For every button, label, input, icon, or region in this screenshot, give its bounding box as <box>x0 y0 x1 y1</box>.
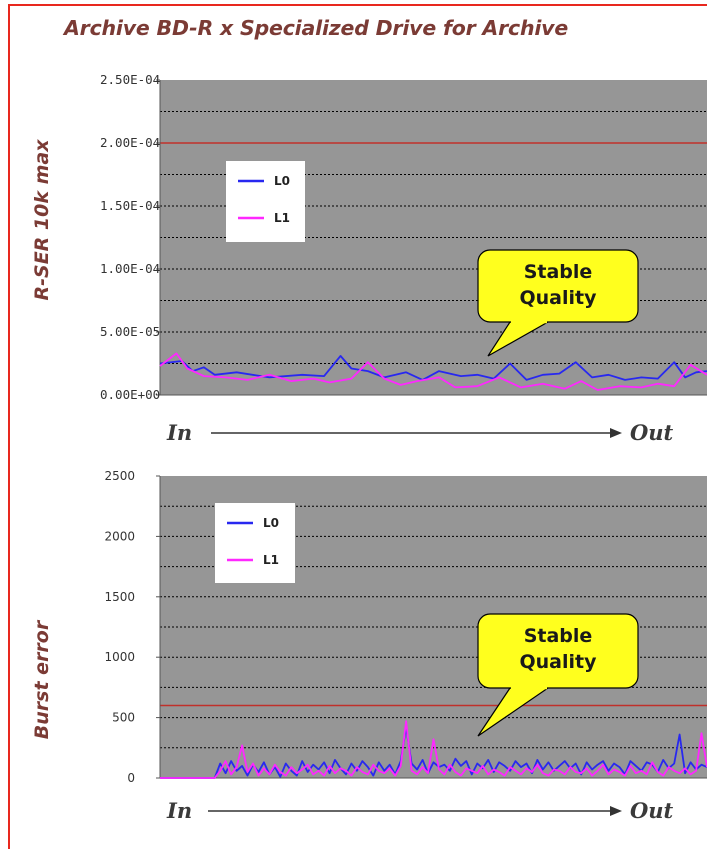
y-tick-label: 1.00E-04 <box>100 261 160 276</box>
y-axis-label: R-SER 10k max <box>31 139 53 301</box>
y-tick-label: 0 <box>127 771 135 785</box>
y-tick-label: 1000 <box>104 650 135 664</box>
legend: L0 L1 <box>226 161 305 242</box>
legend: L0 L1 <box>215 503 295 583</box>
callout-text-line: Quality <box>520 651 598 673</box>
callout-text-line: Quality <box>520 287 598 309</box>
x-start-label: In <box>166 420 192 445</box>
callout: Stable Quality <box>477 613 639 737</box>
series-line-L1 <box>159 352 707 391</box>
callout-text-line: Stable <box>524 625 593 647</box>
x-start-label: In <box>166 798 192 823</box>
y-tick-label: 0.00E+00 <box>100 387 160 402</box>
y-tick-label: 500 <box>112 711 135 725</box>
callout-box <box>477 249 639 323</box>
callout-box <box>477 613 639 689</box>
y-tick-label: 1500 <box>104 590 135 604</box>
legend-label-L0: L0 <box>274 174 290 188</box>
legend-box <box>226 161 305 242</box>
y-tick-label: 2500 <box>104 469 135 483</box>
y-tick-label: 1.50E-04 <box>100 198 160 213</box>
figure-title: Archive BD-R x Specialized Drive for Arc… <box>64 16 569 40</box>
y-tick-label: 2000 <box>104 529 135 543</box>
legend-box <box>215 503 295 583</box>
direction-arrow-head <box>610 806 622 816</box>
chart-2: 2500 2000 1500 1000 500 0 Burst error In Out L0 L1… <box>31 469 707 823</box>
series-line-L0 <box>160 726 707 779</box>
y-tick-label: 5.00E-05 <box>100 324 160 339</box>
legend-label-L0: L0 <box>263 516 279 530</box>
x-end-label: Out <box>630 420 674 445</box>
y-tick-label: 2.00E-04 <box>100 135 160 150</box>
x-end-label: Out <box>630 798 674 823</box>
direction-arrow-head <box>610 428 622 438</box>
callout-text-line: Stable <box>524 261 593 283</box>
y-axis-label: Burst error <box>31 619 53 739</box>
legend-label-L1: L1 <box>274 211 290 225</box>
y-tick-label: 2.50E-04 <box>100 72 160 87</box>
callout: Stable Quality <box>477 249 639 357</box>
legend-label-L1: L1 <box>263 553 279 567</box>
chart-1: 2.50E-04 2.00E-04 1.50E-04 1.00E-04 5.00E-05… <box>31 72 707 445</box>
series-line-L1 <box>160 720 707 779</box>
series-line-L0 <box>159 354 707 381</box>
figure-frame <box>8 4 707 849</box>
